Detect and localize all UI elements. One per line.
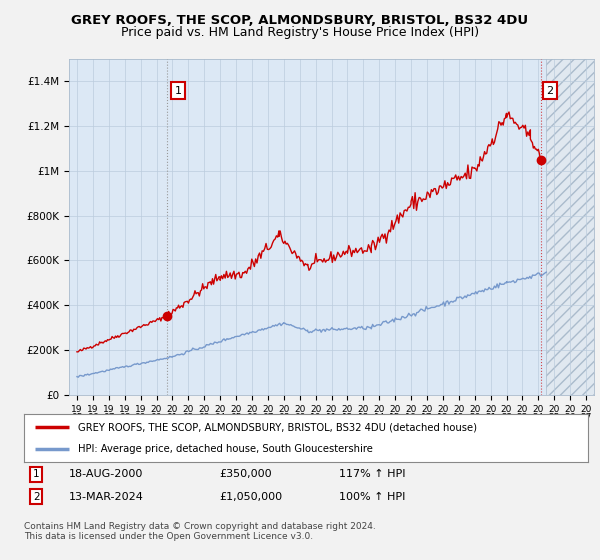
Text: 100% ↑ HPI: 100% ↑ HPI [339,492,406,502]
Text: 2: 2 [33,492,40,502]
Text: HPI: Average price, detached house, South Gloucestershire: HPI: Average price, detached house, Sout… [77,444,373,454]
Text: £1,050,000: £1,050,000 [219,492,282,502]
Text: 117% ↑ HPI: 117% ↑ HPI [339,469,406,479]
Text: GREY ROOFS, THE SCOP, ALMONDSBURY, BRISTOL, BS32 4DU (detached house): GREY ROOFS, THE SCOP, ALMONDSBURY, BRIST… [77,422,476,432]
Text: £350,000: £350,000 [219,469,272,479]
Text: Price paid vs. HM Land Registry's House Price Index (HPI): Price paid vs. HM Land Registry's House … [121,26,479,39]
Text: 13-MAR-2024: 13-MAR-2024 [69,492,144,502]
Text: GREY ROOFS, THE SCOP, ALMONDSBURY, BRISTOL, BS32 4DU: GREY ROOFS, THE SCOP, ALMONDSBURY, BRIST… [71,14,529,27]
Text: 2: 2 [546,86,553,96]
Text: 1: 1 [175,86,181,96]
Text: Contains HM Land Registry data © Crown copyright and database right 2024.
This d: Contains HM Land Registry data © Crown c… [24,522,376,542]
Text: 1: 1 [33,469,40,479]
Text: 18-AUG-2000: 18-AUG-2000 [69,469,143,479]
